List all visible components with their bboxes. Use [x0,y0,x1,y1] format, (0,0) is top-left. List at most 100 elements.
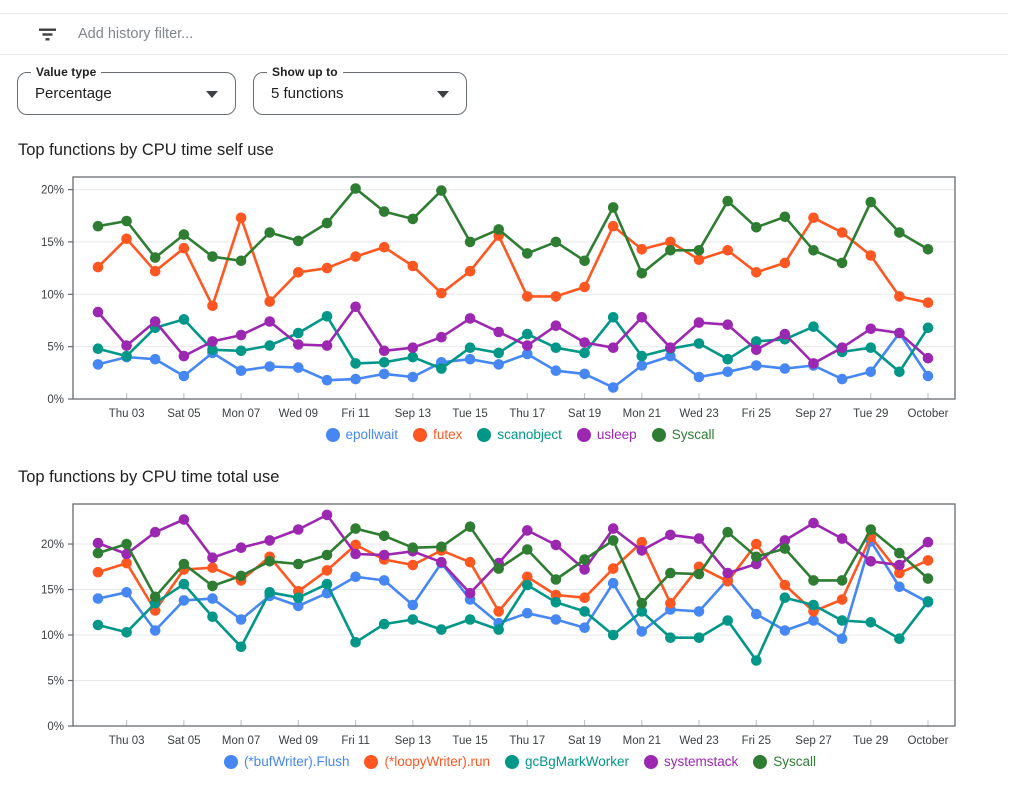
data-point-systemstack[interactable] [207,552,218,563]
data-point-(*loopyWriter).run[interactable] [751,538,762,550]
data-point-usleep[interactable] [178,350,190,362]
data-point-(*bufWriter).Flush[interactable] [178,595,190,606]
data-point-gcBgMarkWorker[interactable] [836,615,848,626]
data-point-(*loopyWriter).run[interactable] [149,605,161,616]
data-point-Syscall[interactable] [836,575,848,586]
data-point-(*loopyWriter).run[interactable] [92,566,104,578]
data-point-gcBgMarkWorker[interactable] [894,633,905,644]
data-point-(*loopyWriter).run[interactable] [121,557,132,569]
data-point-(*bufWriter).Flush[interactable] [121,587,132,598]
data-point-futex[interactable] [235,212,247,224]
data-point-systemstack[interactable] [321,509,333,521]
data-point-epollwait[interactable] [751,360,762,371]
data-point-(*loopyWriter).run[interactable] [464,556,476,568]
data-point-futex[interactable] [350,251,361,262]
data-point-futex[interactable] [264,296,275,307]
data-point-gcBgMarkWorker[interactable] [865,617,877,628]
data-point-Syscall[interactable] [235,255,247,267]
data-point-Syscall[interactable] [922,244,934,255]
data-point-Syscall[interactable] [264,227,275,238]
data-point-systemstack[interactable] [350,548,361,560]
data-point-usleep[interactable] [321,340,333,351]
data-point-gcBgMarkWorker[interactable] [922,596,934,607]
data-point-systemstack[interactable] [550,539,562,551]
data-point-gcBgMarkWorker[interactable] [436,624,447,635]
data-point-futex[interactable] [636,244,648,255]
data-point-epollwait[interactable] [579,368,590,380]
data-point-systemstack[interactable] [922,536,934,548]
data-point-epollwait[interactable] [378,368,390,380]
data-point-Syscall[interactable] [693,568,705,580]
data-point-Syscall[interactable] [493,563,505,574]
data-point-(*bufWriter).Flush[interactable] [149,625,161,636]
data-point-futex[interactable] [92,261,104,273]
data-point-systemstack[interactable] [865,556,877,567]
data-point-gcBgMarkWorker[interactable] [665,632,676,643]
data-point-Syscall[interactable] [407,542,419,553]
data-point-usleep[interactable] [808,358,819,369]
data-point-Syscall[interactable] [350,183,361,194]
data-point-Syscall[interactable] [207,251,218,262]
data-point-Syscall[interactable] [207,580,218,592]
data-point-scanobject[interactable] [636,350,648,362]
legend-item-futex[interactable]: futex [413,427,462,442]
data-point-Syscall[interactable] [321,549,333,561]
data-point-epollwait[interactable] [607,382,619,393]
data-point-usleep[interactable] [350,301,361,313]
data-point-usleep[interactable] [693,317,705,328]
data-point-Syscall[interactable] [293,558,304,570]
data-point-epollwait[interactable] [550,365,562,376]
data-point-scanobject[interactable] [121,350,132,362]
data-point-(*bufWriter).Flush[interactable] [550,614,562,625]
data-point-Syscall[interactable] [751,222,762,233]
data-point-gcBgMarkWorker[interactable] [808,599,819,611]
data-point-(*bufWriter).Flush[interactable] [207,593,218,604]
data-point-Syscall[interactable] [808,245,819,256]
data-point-(*bufWriter).Flush[interactable] [693,606,705,617]
data-point-systemstack[interactable] [235,542,247,553]
data-point-scanobject[interactable] [321,311,333,322]
data-point-(*loopyWriter).run[interactable] [665,597,676,609]
data-point-Syscall[interactable] [665,245,676,256]
data-point-gcBgMarkWorker[interactable] [493,624,505,635]
data-point-(*loopyWriter).run[interactable] [722,576,733,587]
data-point-futex[interactable] [751,267,762,278]
data-point-gcBgMarkWorker[interactable] [350,637,361,648]
data-point-usleep[interactable] [665,342,676,353]
data-point-futex[interactable] [178,242,190,254]
data-point-systemstack[interactable] [836,533,848,544]
data-point-Syscall[interactable] [894,547,905,559]
data-point-usleep[interactable] [865,323,877,335]
data-point-scanobject[interactable] [922,322,934,334]
data-point-epollwait[interactable] [264,361,275,372]
data-point-futex[interactable] [121,233,132,245]
data-point-futex[interactable] [522,291,533,302]
data-point-gcBgMarkWorker[interactable] [751,655,762,666]
data-point-(*bufWriter).Flush[interactable] [522,607,533,619]
data-point-(*loopyWriter).run[interactable] [607,563,619,574]
data-point-Syscall[interactable] [636,268,648,279]
data-point-Syscall[interactable] [808,575,819,586]
data-point-Syscall[interactable] [550,236,562,248]
data-point-Syscall[interactable] [92,547,104,559]
data-point-(*loopyWriter).run[interactable] [493,606,505,617]
data-point-(*bufWriter).Flush[interactable] [636,626,648,637]
data-point-Syscall[interactable] [693,245,705,256]
data-point-futex[interactable] [407,260,419,272]
data-point-(*loopyWriter).run[interactable] [207,562,218,573]
data-point-epollwait[interactable] [321,374,333,386]
data-point-gcBgMarkWorker[interactable] [522,579,533,591]
data-point-usleep[interactable] [207,336,218,347]
data-point-futex[interactable] [550,291,562,302]
data-point-systemstack[interactable] [522,525,533,536]
legend-item-gcBgMarkWorker[interactable]: gcBgMarkWorker [505,754,629,769]
data-point-Syscall[interactable] [121,538,132,550]
data-point-scanobject[interactable] [751,336,762,347]
data-point-scanobject[interactable] [264,340,275,351]
data-point-(*loopyWriter).run[interactable] [836,594,848,605]
data-point-gcBgMarkWorker[interactable] [321,578,333,590]
data-point-Syscall[interactable] [149,252,161,263]
data-point-(*loopyWriter).run[interactable] [779,579,791,591]
data-point-(*bufWriter).Flush[interactable] [407,599,419,611]
data-point-usleep[interactable] [607,342,619,353]
